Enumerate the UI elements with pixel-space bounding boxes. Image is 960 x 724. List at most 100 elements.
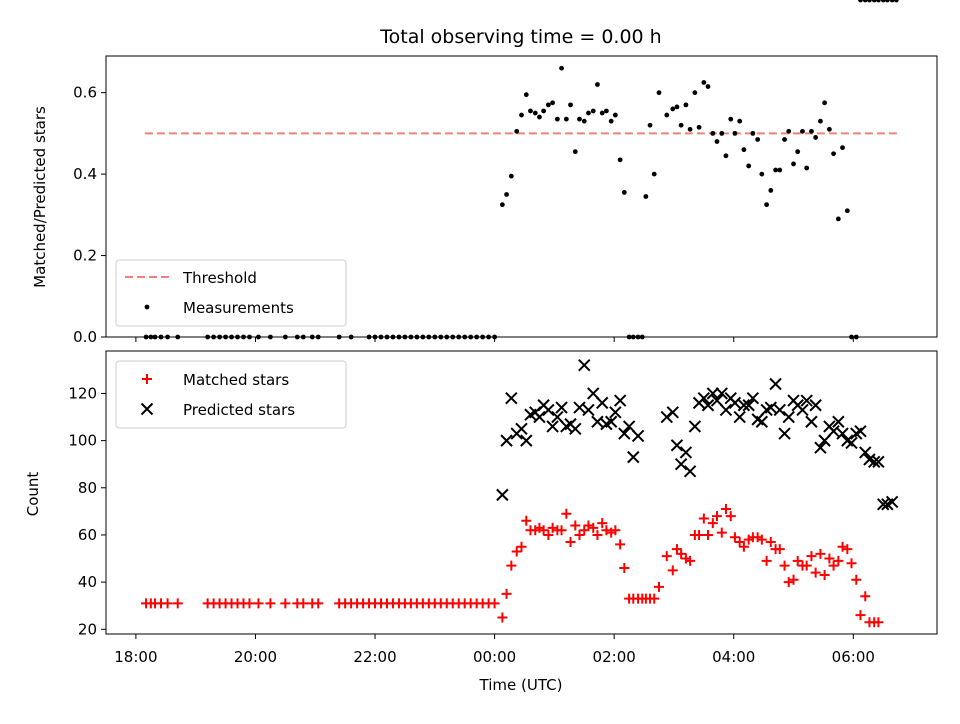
matched-star-point bbox=[819, 570, 830, 581]
predicted-star-point bbox=[876, 498, 890, 511]
measurement-point bbox=[211, 334, 217, 340]
measurement-point bbox=[813, 135, 819, 140]
measurement-point bbox=[148, 334, 154, 340]
count-y-tick-label: 20 bbox=[78, 620, 97, 638]
matched-star-point bbox=[667, 565, 678, 576]
matched-star-point bbox=[538, 525, 549, 536]
measurement-point bbox=[674, 104, 680, 110]
measurement-point bbox=[537, 114, 542, 120]
predicted-star-point bbox=[701, 399, 715, 412]
measurement-point bbox=[664, 112, 670, 118]
measurement-points bbox=[143, 0, 899, 340]
measurement-point bbox=[348, 334, 354, 340]
predicted-star-point bbox=[845, 436, 858, 450]
measurement-point bbox=[408, 334, 414, 340]
ratio-legend: Threshold Measurements bbox=[115, 259, 347, 327]
measurement-point bbox=[719, 130, 725, 136]
matched-star-point bbox=[162, 598, 173, 609]
measurement-point bbox=[651, 171, 657, 177]
measurement-point bbox=[456, 334, 462, 340]
predicted-star-point bbox=[773, 403, 786, 417]
measurement-point bbox=[696, 124, 702, 130]
predicted-star-point bbox=[854, 424, 867, 438]
matched-star-point bbox=[489, 598, 500, 609]
measurement-point bbox=[773, 167, 778, 173]
measurement-point bbox=[158, 334, 164, 340]
matched-star-point bbox=[792, 555, 803, 566]
measurement-point bbox=[705, 84, 711, 89]
predicted-star-point bbox=[622, 420, 636, 433]
measurement-point bbox=[764, 202, 770, 208]
measurement-point bbox=[474, 334, 480, 340]
measurement-point bbox=[849, 334, 854, 340]
matched-star-point bbox=[846, 558, 857, 569]
predicted-star-point bbox=[818, 434, 831, 447]
measurement-point bbox=[241, 334, 246, 340]
measurement-point bbox=[750, 130, 756, 136]
predicted-star-point bbox=[800, 394, 813, 407]
matched-star-point bbox=[842, 544, 853, 555]
matched-star-point bbox=[521, 515, 532, 526]
matched-star-point bbox=[685, 555, 696, 566]
measurement-point bbox=[862, 0, 868, 3]
predicted-star-point bbox=[578, 358, 591, 372]
measurement-point bbox=[366, 334, 372, 340]
predicted-star-points bbox=[496, 358, 899, 511]
measurement-point bbox=[444, 334, 450, 340]
matched-star-point bbox=[610, 525, 621, 536]
measurement-point bbox=[889, 0, 895, 3]
predicted-star-point bbox=[814, 441, 827, 454]
measurement-point bbox=[656, 90, 662, 96]
measurement-point bbox=[396, 334, 402, 340]
predicted-star-point bbox=[591, 415, 604, 428]
matched-star-point bbox=[561, 508, 572, 519]
measurement-point bbox=[541, 108, 547, 114]
count-y-tick-label: 60 bbox=[78, 526, 97, 544]
predicted-star-point bbox=[836, 427, 849, 440]
matched-star-point bbox=[698, 513, 709, 524]
measurement-point bbox=[528, 108, 533, 114]
count-y-tick-label: 100 bbox=[68, 432, 97, 450]
matched-star-point bbox=[592, 529, 603, 540]
matched-star-point bbox=[298, 598, 309, 609]
ratio-y-tick-label: 0.4 bbox=[73, 165, 97, 183]
measurement-point bbox=[603, 108, 609, 114]
measurement-point bbox=[143, 334, 149, 340]
predicted-star-point bbox=[515, 422, 528, 436]
predicted-star-point bbox=[872, 455, 885, 469]
matched-star-point bbox=[779, 560, 790, 571]
measurement-point bbox=[420, 334, 426, 340]
measurement-point bbox=[818, 118, 823, 124]
measurement-point bbox=[746, 163, 752, 169]
count-x-tick-label: 02:00 bbox=[593, 648, 636, 666]
matched-star-point bbox=[815, 548, 826, 559]
legend-predicted-marker bbox=[140, 402, 154, 416]
count-y-axis-label: Count bbox=[24, 472, 42, 517]
measurement-point bbox=[647, 122, 653, 128]
ratio-panel-frame bbox=[105, 55, 938, 338]
predicted-star-point bbox=[674, 457, 688, 471]
matched-star-point bbox=[570, 520, 581, 531]
measurement-point bbox=[728, 116, 734, 122]
measurement-point bbox=[205, 334, 211, 340]
predicted-star-point bbox=[737, 399, 751, 412]
measurement-point bbox=[390, 334, 396, 340]
matched-star-point bbox=[676, 548, 687, 559]
matched-star-point bbox=[511, 546, 522, 557]
measurement-point bbox=[523, 92, 529, 98]
ratio-panel: 0.0 0.2 0.4 0.6 Matched/Predicted stars Thr… bbox=[31, 0, 938, 346]
count-x-tick-label: 18:00 bbox=[114, 648, 157, 666]
measurement-point bbox=[508, 173, 514, 179]
predicted-star-point bbox=[796, 403, 809, 417]
matched-star-point bbox=[824, 553, 835, 564]
matched-star-point bbox=[851, 574, 862, 585]
count-legend: Matched stars Predicted stars bbox=[115, 360, 347, 429]
measurement-point bbox=[519, 112, 524, 118]
measurement-point bbox=[692, 90, 698, 96]
measurement-point bbox=[384, 334, 390, 340]
predicted-star-point bbox=[582, 403, 595, 417]
matched-star-point bbox=[720, 504, 731, 515]
predicted-star-point bbox=[742, 399, 755, 412]
measurement-point bbox=[822, 100, 828, 106]
measurement-point bbox=[626, 334, 632, 340]
